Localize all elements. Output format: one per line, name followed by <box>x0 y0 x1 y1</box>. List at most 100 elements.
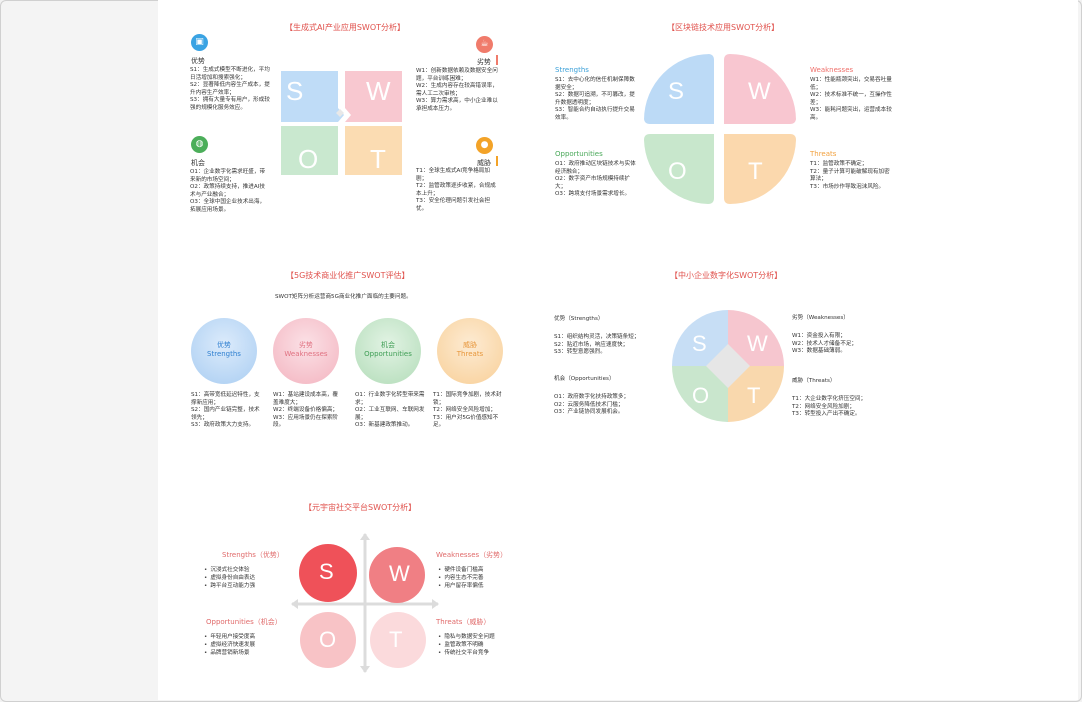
d1-t-letter: T <box>370 144 386 174</box>
d2-t-letter: T <box>748 158 763 185</box>
list-item: 隐私与数据安全问题 <box>438 633 522 641</box>
d5-threats-head: Threats（威胁） <box>436 618 491 626</box>
d5-strengths-head: Strengths（优势） <box>222 551 284 559</box>
d1-opportunities-head: 机会 <box>191 159 205 167</box>
d2-o-petal <box>644 134 714 204</box>
d1-opportunities-text: O1：企业数字化需求旺盛，带来新的市场空间； O2：政策持续支持，推进AI技术与… <box>190 169 266 213</box>
d3-opportunities-cn: 机会 <box>381 341 395 349</box>
d4-strengths-text: S1：组织结构灵活，决策链条短； S2：贴近市场，响应速度快； S3：转型意愿强… <box>554 334 640 356</box>
d4-w-letter: W <box>747 331 768 356</box>
d3-weaknesses-en: Weaknesses <box>284 350 328 358</box>
list-item: 传统社交平台竞争 <box>438 649 522 657</box>
d4-strengths-head: 优势（Strengths） <box>554 316 604 322</box>
d2-title: 【区块链技术应用SWOT分析】 <box>667 23 780 32</box>
d1-o-block <box>281 126 338 175</box>
d4-o-quadrant <box>672 366 728 422</box>
d3-threats-cn: 威胁 <box>463 341 477 349</box>
d1-threat-tick <box>496 156 498 166</box>
d2-swot-petals <box>644 54 796 204</box>
d5-o-circle <box>300 612 356 668</box>
briefcase-icon: ▣ <box>191 34 208 51</box>
d1-strengths-text: S1：生成式模型不断进化，平均日活增加和搜索强化； S2：显著降低内容生产成本，… <box>190 67 270 111</box>
d4-t-quadrant <box>728 366 784 422</box>
d2-weaknesses-text: W1：性能瓶颈突出，交易吞吐量低； W2：技术标准不统一，互操作性差； W3：能… <box>810 77 892 121</box>
d2-threats-text: T1：监管政策不确定； T2：量子计算可能破解现有加密算法； T3：市场炒作导致… <box>810 161 890 190</box>
d2-strengths-head: Strengths <box>555 66 589 74</box>
d3-strengths-text: S1：高带宽低延迟特性，支撑新应用； S2：国内产业链完整，技术领先； S3：政… <box>191 392 260 429</box>
d4-opportunities-head: 机会（Opportunities） <box>554 376 615 382</box>
d2-s-petal <box>644 54 714 124</box>
d3-weaknesses-text: W1：基站建设成本高，覆盖难度大； W2：终端设备价格偏高； W3：应用场景仍在… <box>273 392 339 429</box>
d1-weak-tick <box>496 55 498 65</box>
list-item: 沉浸式社交体验 <box>204 566 288 574</box>
d3-strengths-en: Strengths <box>207 350 241 358</box>
d4-s-quadrant <box>672 310 728 366</box>
list-item: 用户留存率偏低 <box>438 582 522 590</box>
d4-threats-text: T1：大企业数字化挤压空间； T2：网络安全风险加剧； T3：转型投入产出不确定… <box>792 396 867 418</box>
d2-w-letter: W <box>748 78 771 105</box>
list-item: 虚拟身份自由表达 <box>204 574 288 582</box>
list-item: 年轻用户接受度高 <box>204 633 288 641</box>
d1-weaknesses-text: W1：创新数据依赖及数据安全问题，平台训练困难； W2：生成内容存在较高错误率，… <box>416 68 498 112</box>
d5-opportunities-head: Opportunities（机会） <box>206 618 282 626</box>
list-item: 内容生态不完善 <box>438 574 522 582</box>
d4-s-letter: S <box>692 331 707 356</box>
d5-s-circle <box>299 544 357 602</box>
d3-weaknesses-circle: 劣势 Weaknesses <box>273 318 339 384</box>
d5-w-letter: W <box>389 561 410 586</box>
d5-strengths-list: 沉浸式社交体验 虚拟身份自由表达 跨平台互动能力强 <box>204 566 288 590</box>
d5-t-circle <box>370 612 426 668</box>
d3-opportunities-circle: 机会 Opportunities <box>355 318 421 384</box>
d4-o-letter: O <box>692 383 710 408</box>
globe-icon: ◍ <box>191 136 208 153</box>
d5-o-letter: O <box>319 627 337 652</box>
d4-center-diamond <box>706 344 750 388</box>
d5-axes <box>291 533 439 673</box>
d4-opportunities-text: O1：政府数字化扶持政策多； O2：云服务降低技术门槛； O3：产业链协同发展机… <box>554 394 630 416</box>
d4-swot-pie <box>672 310 784 422</box>
d5-w-circle <box>369 547 425 603</box>
list-item: 监管政策不明确 <box>438 641 522 649</box>
d5-s-letter: S <box>319 559 334 584</box>
d5-weaknesses-head: Weaknesses（劣势） <box>436 551 508 559</box>
d2-t-petal <box>724 134 796 204</box>
users-icon: ● <box>476 137 493 154</box>
d3-opportunities-en: Opportunities <box>364 350 412 358</box>
d2-o-letter: O <box>668 158 687 185</box>
d1-o-letter: O <box>298 144 319 174</box>
d5-weaknesses-list: 硬件设备门槛高 内容生态不完善 用户留存率偏低 <box>438 566 522 590</box>
d1-strengths-head: 优势 <box>191 57 205 65</box>
d2-w-petal <box>724 54 796 124</box>
d4-t-letter: T <box>747 383 761 408</box>
list-item: 虚拟经济快速发展 <box>204 641 288 649</box>
d2-threats-head: Threats <box>810 150 837 158</box>
d1-threats-text: T1：全球生成式AI竞争格局加剧； T2：监管政策逐步收紧，合规成本上升； T3… <box>416 168 496 212</box>
d2-weaknesses-head: Weaknesses <box>810 66 854 74</box>
d1-threats-head: 威胁 <box>477 159 491 167</box>
list-item: 品牌营销新场景 <box>204 649 288 657</box>
d5-opportunities-list: 年轻用户接受度高 虚拟经济快速发展 品牌营销新场景 <box>204 633 288 657</box>
d1-title: 【生成式AI产业应用SWOT分析】 <box>285 23 406 32</box>
d1-w-letter: W <box>366 76 391 106</box>
d5-threats-list: 隐私与数据安全问题 监管政策不明确 传统社交平台竞争 <box>438 633 522 657</box>
d2-s-letter: S <box>668 78 685 105</box>
d1-w-block <box>345 71 402 122</box>
d1-weaknesses-head: 劣势 <box>477 58 491 66</box>
d3-opportunities-text: O1：行业数字化转型带来需求； O2：工业互联网、车联网发展； O3：新基建政策… <box>355 392 425 429</box>
d2-opportunities-text: O1：政府推动区块链技术与实体经济融合； O2：数字资产市场规模持续扩大； O3… <box>555 161 636 198</box>
d4-w-quadrant <box>728 310 784 366</box>
d1-swot-blocks <box>281 71 402 175</box>
d3-weaknesses-cn: 劣势 <box>299 341 313 349</box>
list-item: 硬件设备门槛高 <box>438 566 522 574</box>
d4-weaknesses-text: W1：资金投入有限； W2：技术人才储备不足； W3：数据基础薄弱。 <box>792 333 858 355</box>
d5-title: 【元宇宙社交平台SWOT分析】 <box>304 503 417 512</box>
cup-icon: ☕ <box>476 36 493 53</box>
d3-threats-text: T1：国际竞争加剧，技术封锁； T2：网络安全风险增加； T3：用户对5G价值感… <box>433 392 502 429</box>
d4-title: 【中小企业数字化SWOT分析】 <box>670 271 783 280</box>
d3-strengths-circle: 优势 Strengths <box>191 318 257 384</box>
d3-strengths-cn: 优势 <box>217 341 231 349</box>
d5-t-letter: T <box>389 627 403 652</box>
d4-threats-head: 威胁（Threats） <box>792 378 836 384</box>
d2-opportunities-head: Opportunities <box>555 150 603 158</box>
d1-t-block <box>345 126 402 175</box>
